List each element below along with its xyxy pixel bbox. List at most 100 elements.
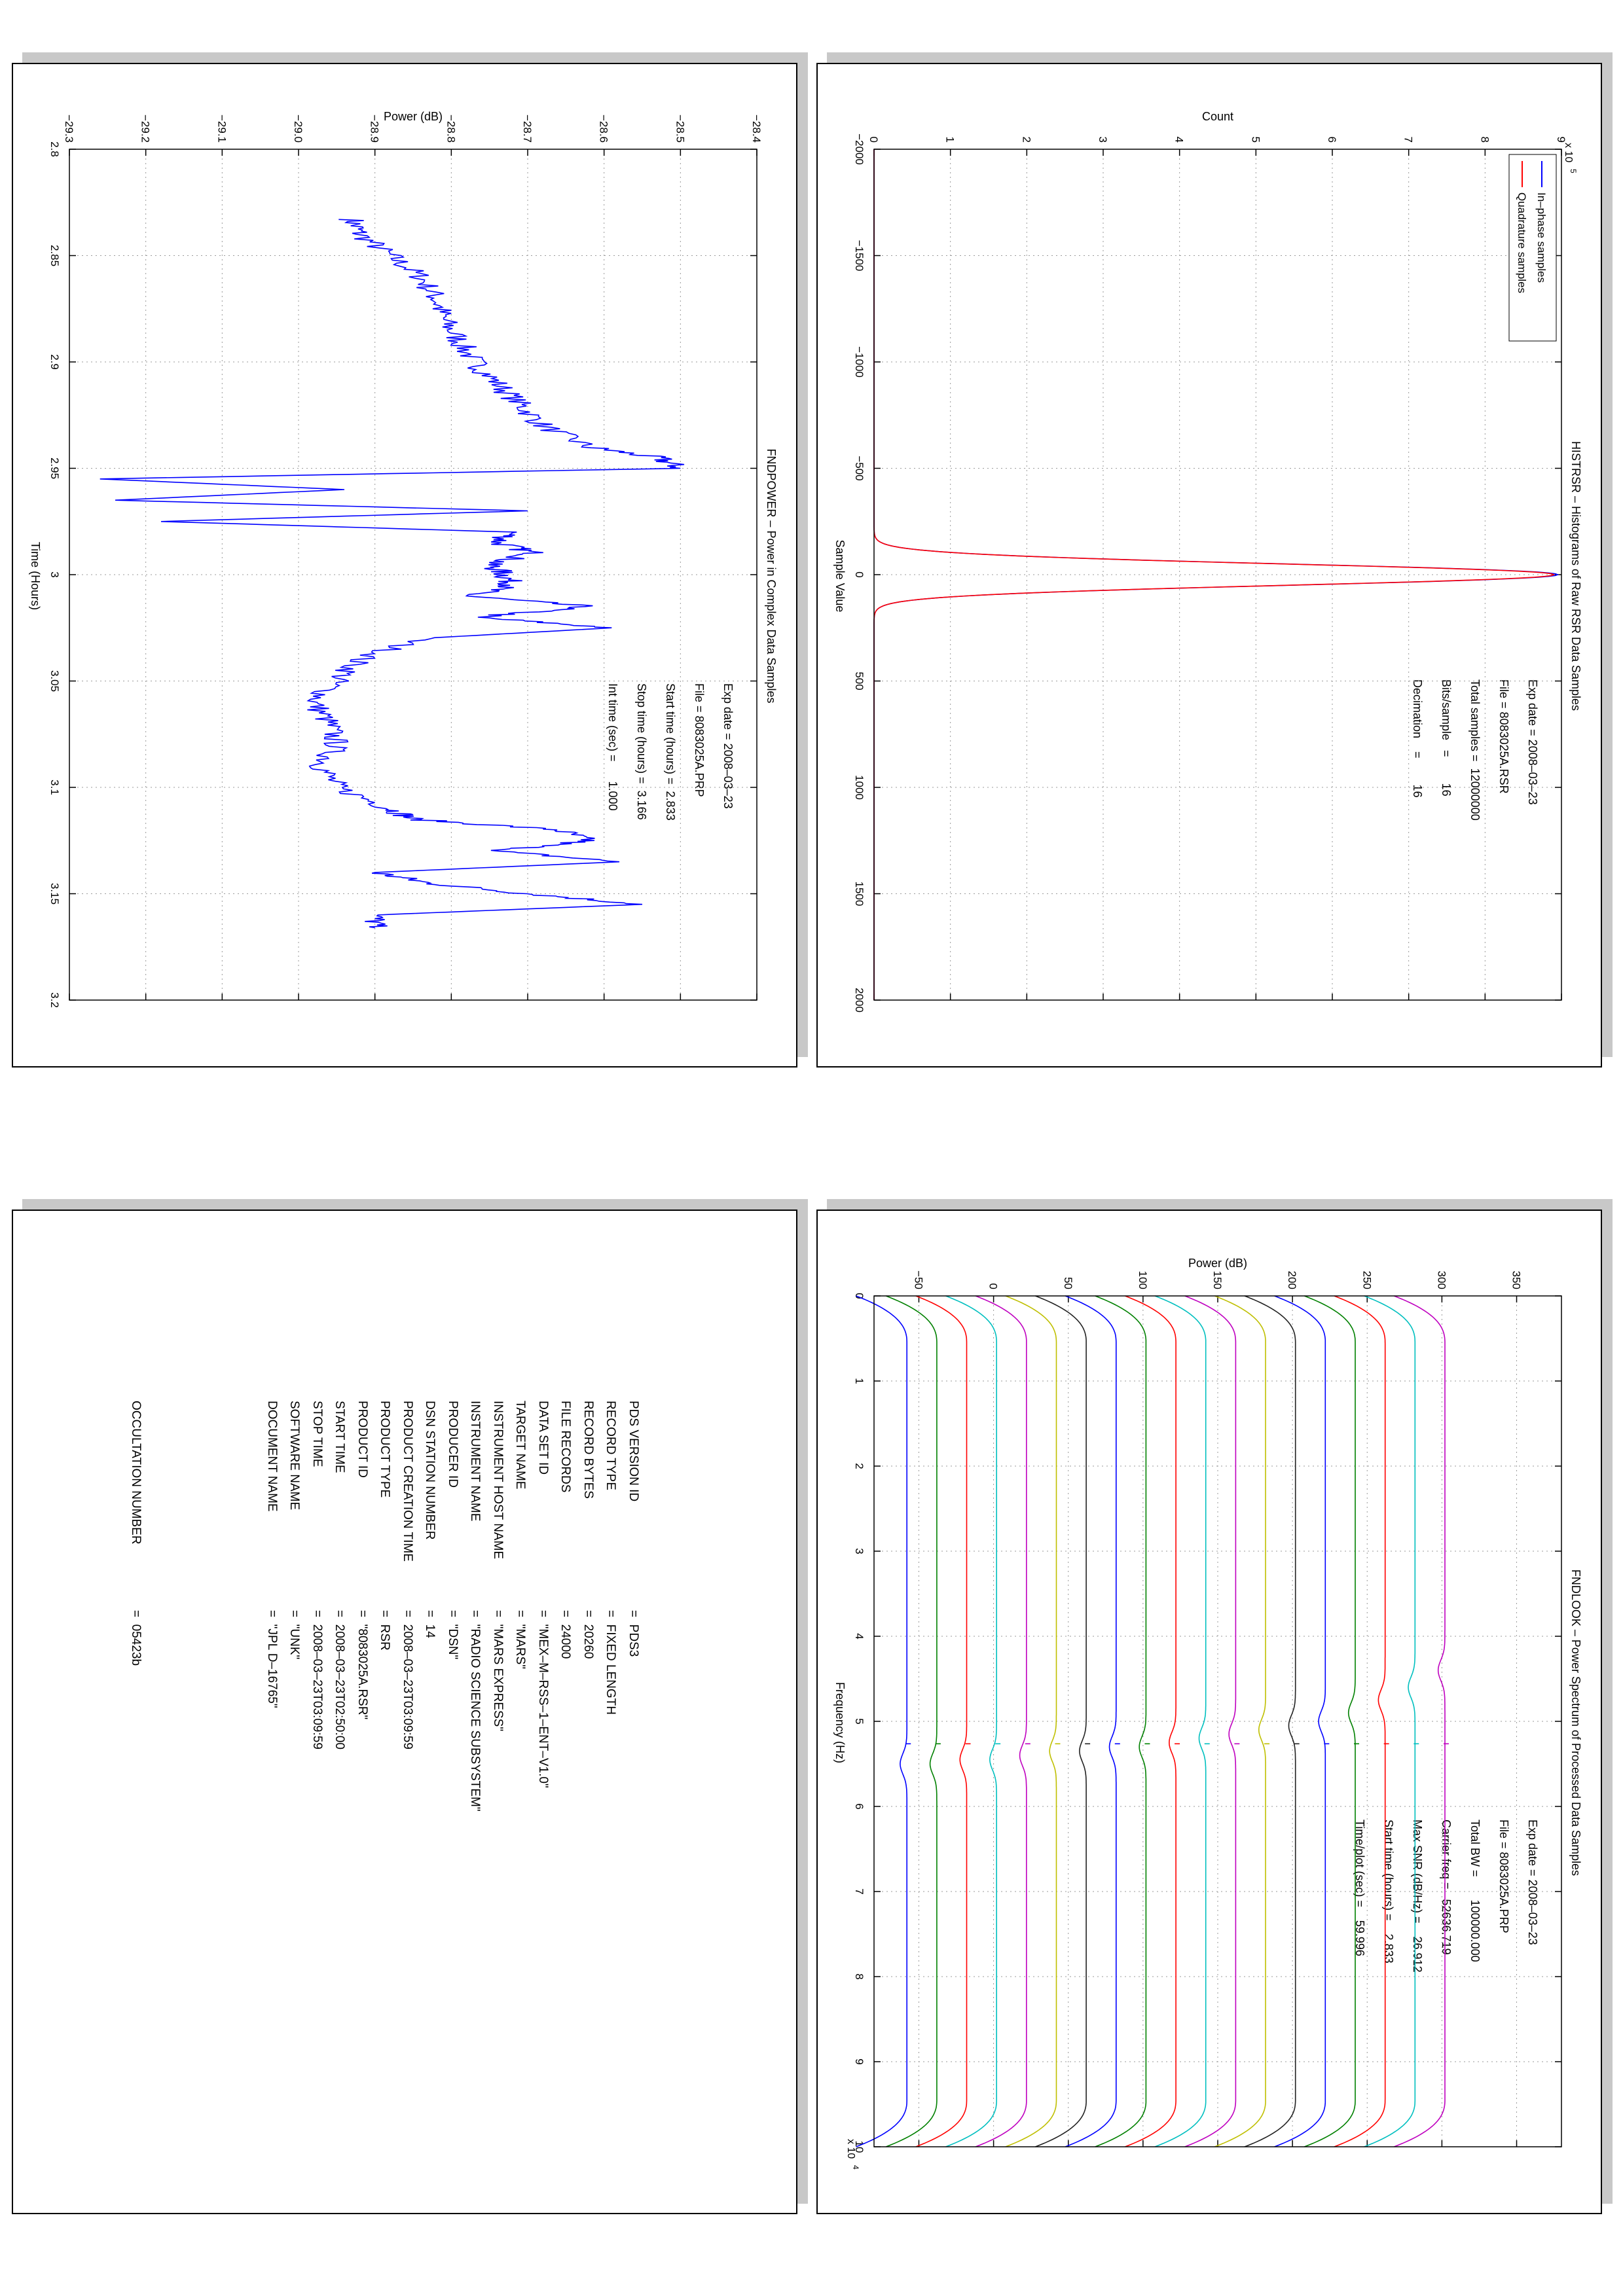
y-tick-label: 2 (1020, 137, 1032, 143)
pds-value: = 20260 (581, 1610, 595, 1659)
chart-title: FNDPOWER – Power in Complex Data Samples (765, 448, 778, 703)
y-tick-label: 8 (1478, 137, 1491, 143)
y-tick-label: −29.0 (292, 115, 304, 143)
pds-value: = "8083025A.RSR" (356, 1610, 369, 1720)
y-tick-label: 5 (1249, 137, 1262, 143)
rotated-page: FNDPOWER – Power in Complex Data Samples… (13, 64, 796, 1066)
pds-key: RECORD TYPE (604, 1401, 618, 1490)
y-tick-label: 100 (1137, 1271, 1149, 1289)
x-tick-label: 6 (853, 1803, 866, 1809)
fndlook-panel: FNDLOOK – Power Spectrum of Processed Da… (816, 1199, 1613, 2214)
x-tick-label: 4 (853, 1633, 866, 1639)
histrsr-panel: HISTRSR – Histograms of Raw RSR Data Sam… (816, 52, 1613, 1067)
x-tick-label: 3.15 (48, 883, 61, 905)
x-tick-label: 2000 (853, 988, 866, 1013)
pds-key: PRODUCT ID (356, 1401, 369, 1478)
y-tick-label: −50 (912, 1270, 924, 1289)
legend-box (1508, 154, 1557, 342)
pds-value: = 2008–03–23T02:50:00 (333, 1610, 347, 1749)
pds-value: = "DSN" (446, 1610, 460, 1660)
y-tick-label: −29.1 (215, 115, 228, 143)
pds-label-panel: PDS VERSION ID = PDS3 RECORD TYPE = FIXED L… (12, 1199, 808, 2214)
x-tick-label: 8 (853, 1973, 866, 1979)
y-tick-label: 4 (1173, 137, 1186, 143)
rotated-page: HISTRSR – Histograms of Raw RSR Data Sam… (818, 64, 1601, 1066)
y-tick-label: 350 (1510, 1271, 1523, 1289)
info-line: Exp date = 2008–03–23 (721, 683, 735, 809)
x-exponent-power: 4 (851, 2165, 860, 2170)
fndlook-chart: FNDLOOK – Power Spectrum of Processed Da… (833, 1257, 1582, 2170)
info-line: Start time (hours) = 2.833 (1382, 1820, 1395, 1964)
info-line: Decimation = 16 (1411, 679, 1424, 798)
x-tick-label: 7 (853, 1888, 866, 1894)
pds-key: DATA SET ID (536, 1401, 550, 1475)
y-tick-label: −29.3 (63, 115, 75, 143)
spectrum-series-line (1214, 1295, 1266, 2147)
y-tick-label: 150 (1211, 1271, 1224, 1289)
x-tick-label: 1 (853, 1378, 866, 1384)
x-tick-label: 2 (853, 1463, 866, 1469)
info-line: Total samples = 12000000 (1468, 679, 1482, 821)
pds-key: STOP TIME (310, 1401, 324, 1467)
x-tick-label: 2.9 (48, 354, 61, 370)
info-block: Exp date = 2008–03–23 File = 8083025A.RSR… (1411, 679, 1539, 821)
spectrum-series-line (1125, 1295, 1176, 2147)
axes-box (873, 149, 1562, 1001)
legend-label-inphase: In–phase samples (1535, 192, 1548, 283)
pds-key: DSN STATION NUMBER (423, 1401, 437, 1540)
pds-value: = "JPL D–16765" (265, 1610, 279, 1708)
spectrum-series-line (1095, 1295, 1147, 2147)
ticks: −2000 −1500 −1000 −500 0 500 1000 1500 2000 0 1 2 3 4… (853, 134, 1567, 1013)
spectrum-series-line (945, 1295, 998, 2147)
spectrum-series-line (1304, 1295, 1356, 2147)
spectrum-series-line (1035, 1295, 1087, 2147)
panel-frame: PDS VERSION ID = PDS3 RECORD TYPE = FIXED L… (12, 1210, 797, 2214)
x-tick-label: −1000 (853, 346, 866, 378)
axes-box (69, 149, 757, 1001)
series-group (856, 1295, 1449, 2147)
x-tick-label: 9 (853, 2058, 866, 2064)
rotated-page: PDS VERSION ID = PDS3 RECORD TYPE = FIXED L… (13, 1211, 796, 2213)
info-line: Exp date = 2008–03–23 (1526, 1820, 1539, 1945)
pds-key: PRODUCT TYPE (378, 1401, 392, 1498)
legend: In–phase samples Quadrature samples (1508, 154, 1557, 342)
spectrum-series-line (975, 1295, 1027, 2147)
y-tick-label: −28.5 (674, 115, 686, 143)
pds-key: PRODUCT CREATION TIME (401, 1401, 414, 1562)
spectrum-series-line (1334, 1295, 1386, 2147)
pds-key: SOFTWARE NAME (287, 1401, 302, 1511)
spectrum-series-line (856, 1295, 907, 2147)
x-tick-label: 3.2 (48, 992, 61, 1008)
y-axis-label: Count (1202, 110, 1233, 123)
y-tick-label: 250 (1360, 1271, 1373, 1289)
y-tick-label: 3 (1097, 137, 1109, 143)
y-exponent-base: x 10 (1563, 143, 1574, 162)
y-tick-label: 0 (867, 137, 880, 143)
y-tick-label: 50 (1062, 1277, 1074, 1289)
x-tick-label: −2000 (853, 134, 866, 165)
y-tick-label: −28.9 (369, 115, 381, 143)
info-line: Total BW = 100000.000 (1468, 1820, 1482, 1962)
ticks: 2.8 2.85 2.9 2.95 3 3.05 3.1 3.15 3.2 −29.3 −29.2 −… (48, 115, 763, 1008)
y-tick-label: 6 (1326, 137, 1338, 143)
info-line: File = 8083025A.RSR (1497, 679, 1510, 794)
power-series-line (100, 219, 685, 929)
info-line: Stop time (hours) = 3.166 (635, 683, 648, 820)
fndpower-chart: FNDPOWER – Power in Complex Data Samples… (29, 110, 778, 1008)
x-tick-label: −500 (853, 456, 866, 480)
spectrum-series-line (1154, 1295, 1207, 2147)
y-tick-label: 7 (1402, 137, 1415, 143)
panel-frame: HISTRSR – Histograms of Raw RSR Data Sam… (816, 63, 1602, 1067)
info-line: Bits/sample = 16 (1440, 679, 1453, 797)
pds-value: = FIXED LENGTH (604, 1610, 618, 1715)
info-line: File = 8083025A.PRP (1497, 1820, 1510, 1933)
spectrum-series-line (886, 1295, 938, 2147)
grid (873, 149, 1562, 1001)
legend-label-quadrature: Quadrature samples (1516, 192, 1528, 293)
pds-value: = 24000 (558, 1610, 573, 1659)
pds-key: DOCUMENT NAME (265, 1401, 279, 1512)
info-line: Exp date = 2008–03–23 (1526, 679, 1539, 805)
pds-key: PRODUCER ID (446, 1401, 460, 1488)
pds-value: = "RADIO SCIENCE SUBSYSTEM" (468, 1610, 483, 1812)
x-tick-label: 1500 (853, 882, 866, 906)
